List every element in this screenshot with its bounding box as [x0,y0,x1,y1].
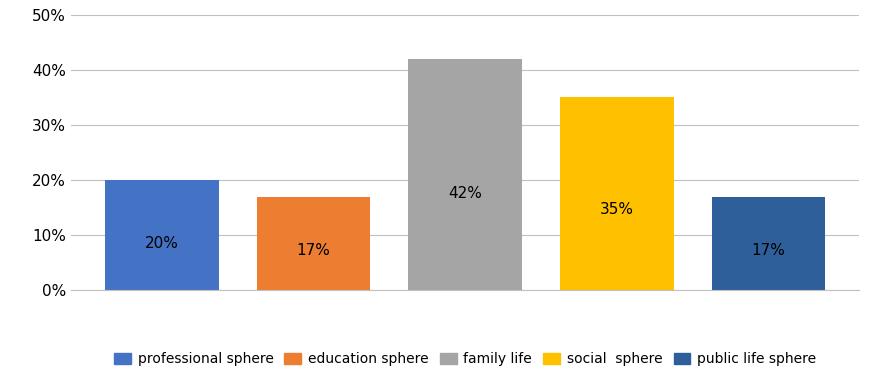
Bar [257,196,370,290]
Bar [105,180,219,290]
Legend: professional sphere, education sphere, family life, social  sphere, public life : professional sphere, education sphere, f… [108,347,822,372]
Text: 17%: 17% [297,243,330,258]
Text: 17%: 17% [751,243,785,258]
Bar [408,59,522,290]
Text: 35%: 35% [600,202,633,217]
Text: 42%: 42% [448,186,482,201]
Bar [711,196,825,290]
Bar [560,97,673,290]
Text: 20%: 20% [145,237,179,251]
